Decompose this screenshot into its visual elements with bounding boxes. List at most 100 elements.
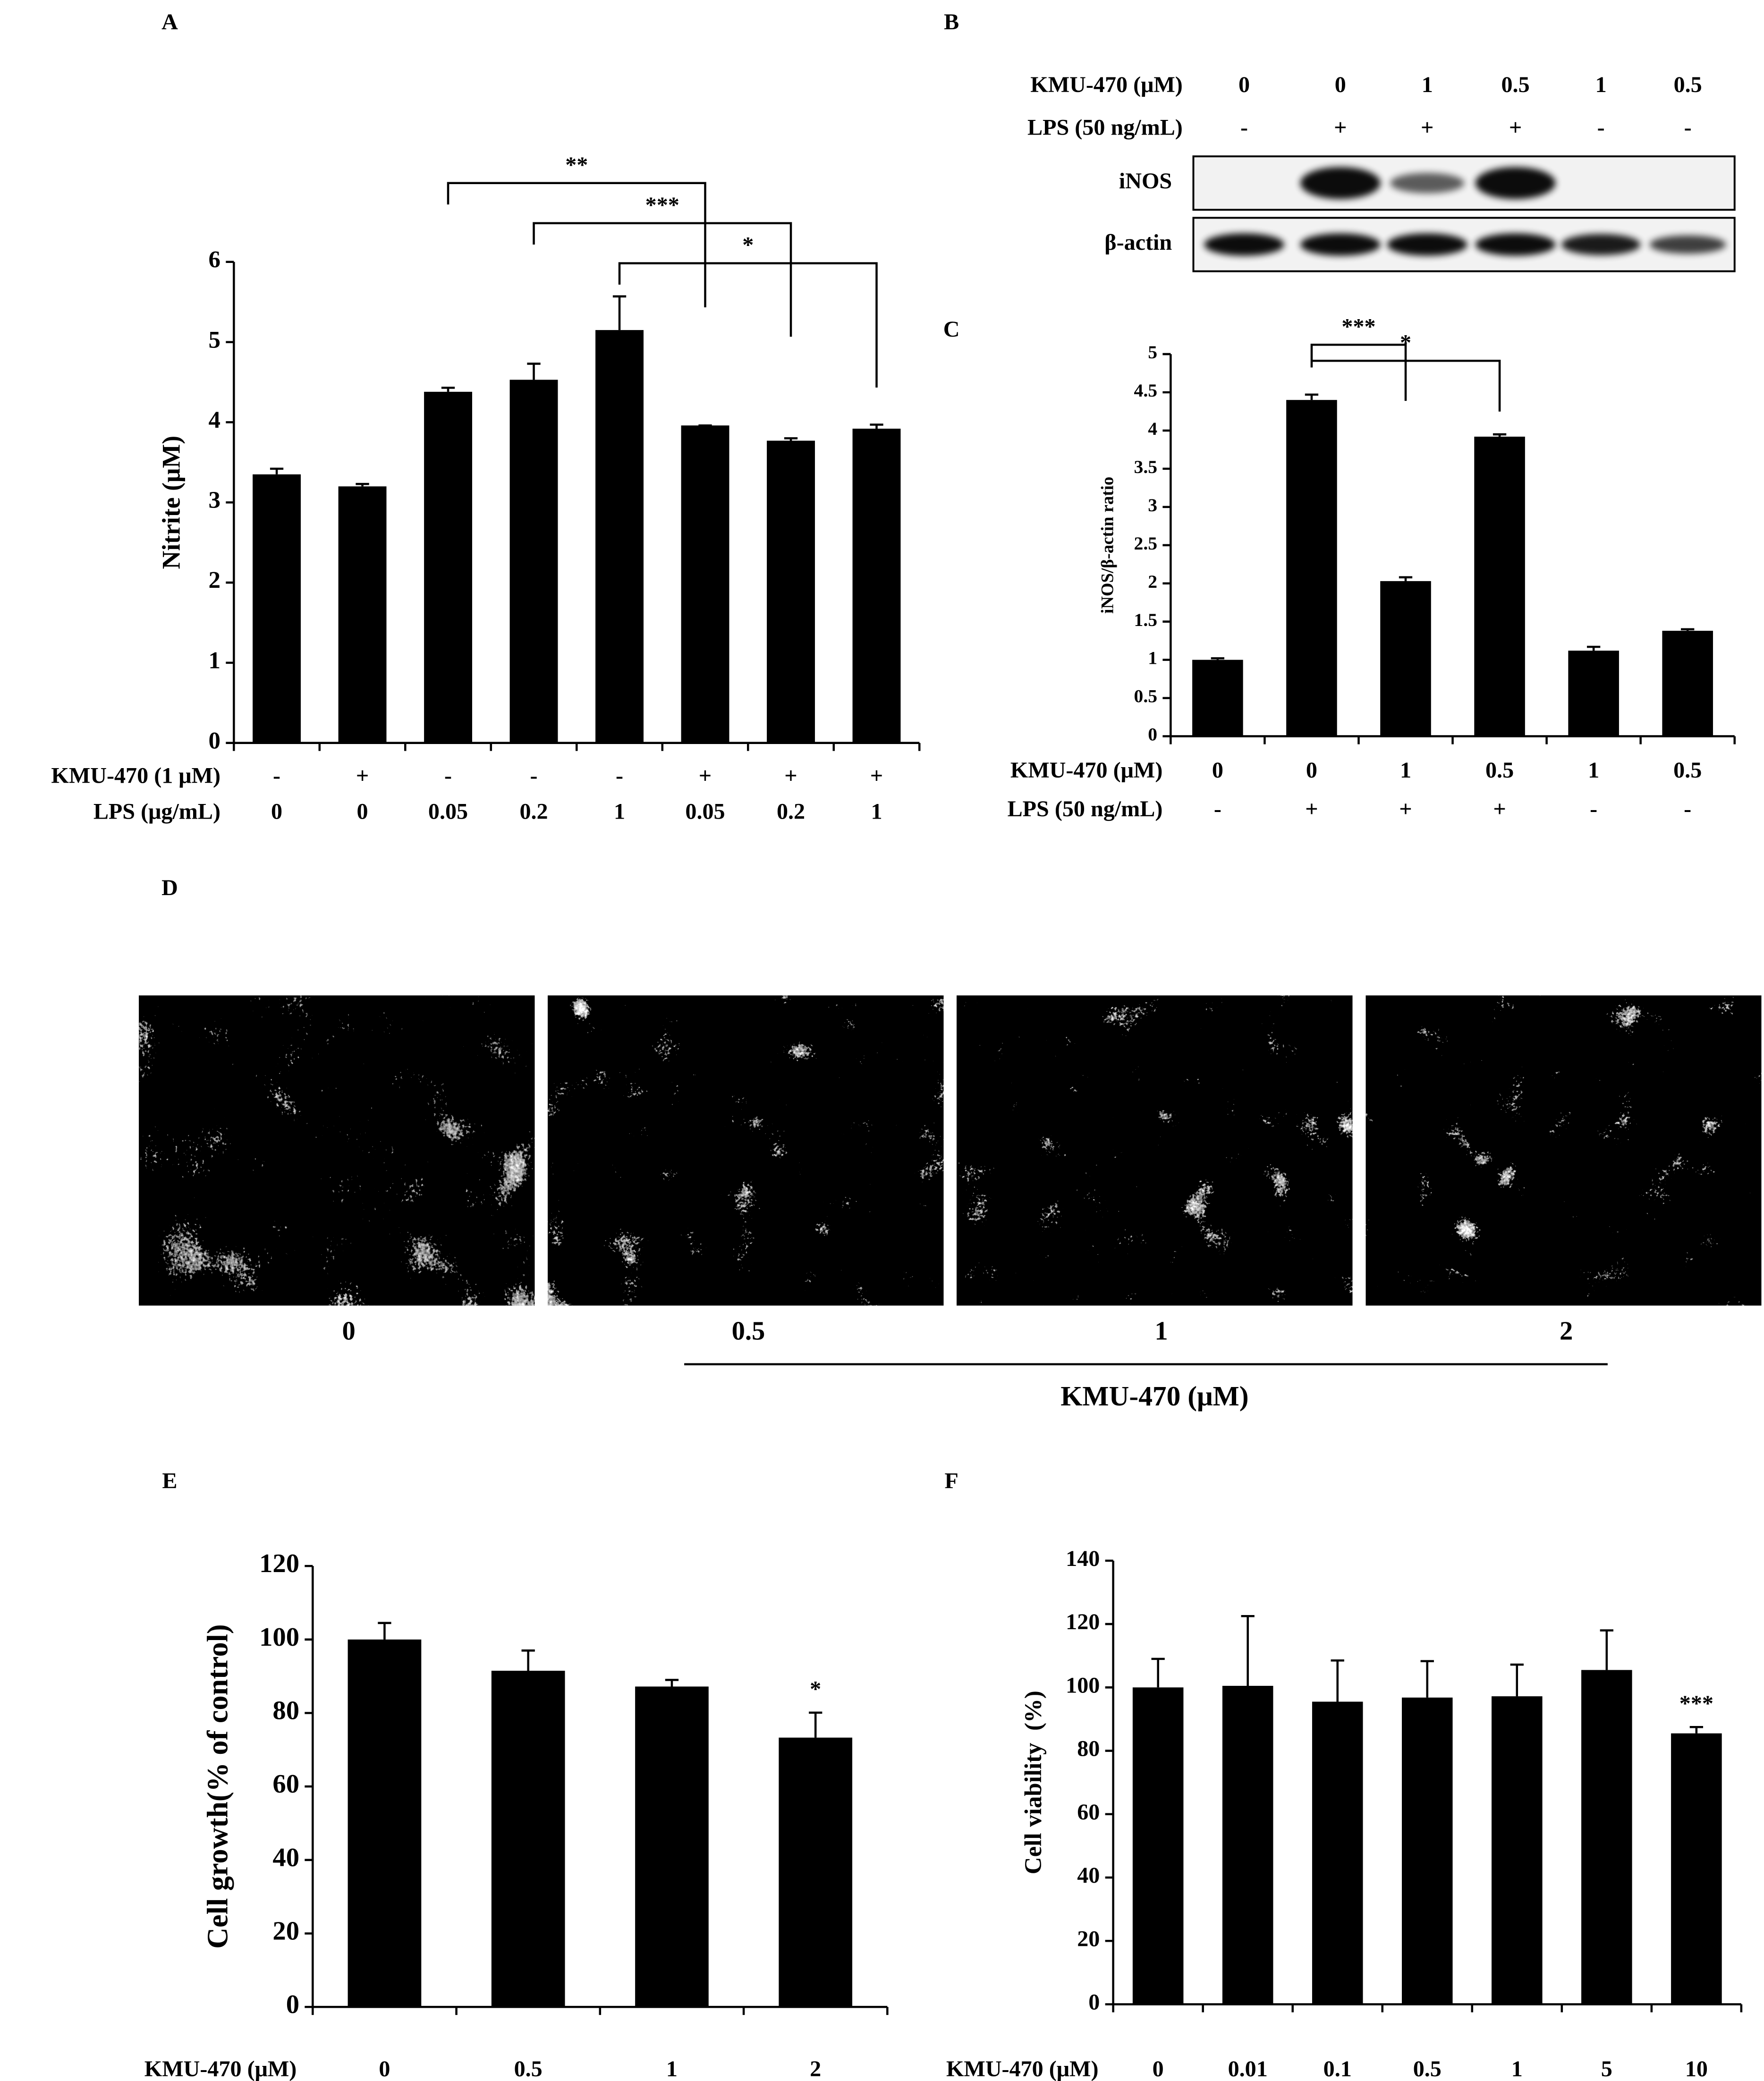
row-label: KMU-470 (μM) [1030,72,1183,97]
image-label: 1 [1154,1317,1168,1346]
row-value: 0 [1335,72,1346,97]
row-value: - [1240,115,1248,140]
bar [681,425,729,743]
row-value: + [1509,115,1522,140]
x-axis-label: KMU-470 (μM) [946,2056,1099,2081]
significance-bracket [1311,359,1501,412]
y-tick-label: 4 [1148,418,1157,439]
row-value: 0 [271,799,282,824]
significance-label: *** [1341,314,1375,339]
x-tick-label: 0 [1153,2056,1164,2081]
y-tick-label: 4 [209,407,220,433]
error-bar [1151,1658,1165,1688]
error-bar [1689,1726,1704,1734]
bar [779,1737,853,2007]
row-label: LPS (50 ng/mL) [1027,115,1183,140]
row-value: 0.5 [1501,72,1529,97]
error-bar [527,363,541,380]
row-value: - [1684,115,1692,140]
y-tick-label: 60 [1077,1800,1100,1825]
row-value: - [1590,796,1597,821]
y-tick-label: 1 [1148,648,1157,668]
y-tick-label: 4.5 [1134,380,1158,401]
y-tick-label: 60 [272,1769,299,1799]
row-value: 0 [357,799,368,824]
error-bar [1305,393,1319,400]
row-value: 1 [614,799,625,824]
error-bar [1586,645,1601,651]
y-tick-label: 3.5 [1134,457,1158,477]
bar [1312,1701,1363,2005]
row-label: KMU-470 (1 μM) [51,763,220,788]
row-value: + [1399,796,1412,821]
y-tick-label: 120 [1066,1609,1100,1634]
x-tick-label: 0 [379,2056,390,2081]
y-tick-label: 3 [1148,495,1157,516]
bar [1222,1685,1273,2005]
bar [595,330,644,743]
micrograph [957,995,1353,1306]
error-bar [1510,1663,1524,1697]
bar [1492,1696,1543,2005]
row-value: + [1334,115,1347,140]
bar [1132,1687,1184,2005]
blot-band [1387,233,1467,256]
row-value: - [616,763,623,788]
significance-bracket [533,222,792,337]
y-tick-label: 2 [1148,571,1157,592]
row-value: 0.2 [519,799,548,824]
row-value: 0 [1212,758,1223,783]
row-value: - [444,763,452,788]
x-tick-label: 0.5 [1413,2056,1442,2081]
row-value: 1 [1595,72,1607,97]
significance-bracket [618,262,878,388]
y-tick-label: 5 [1148,342,1157,363]
x-tick-label: 5 [1601,2056,1612,2081]
x-axis-label: KMU-470 (μM) [1060,1380,1248,1412]
significance-label: *** [645,193,679,218]
row-value: - [1597,115,1605,140]
blot-band [1475,167,1556,199]
band-label: β-actin [1104,230,1172,255]
y-tick-label: 1.5 [1134,609,1158,630]
row-value: 0.05 [428,799,468,824]
bar [338,486,387,743]
error-bar [870,423,883,429]
row-value: + [1305,796,1318,821]
x-axis-label: KMU-470 (μM) [144,2056,297,2081]
bar [1380,581,1431,736]
row-value: 1 [1422,72,1433,97]
error-bar [441,387,455,392]
y-tick-label: 0 [286,1990,299,2019]
row-value: + [784,763,797,788]
panel-letter: A [161,9,178,34]
row-value: - [273,763,280,788]
error-bar [784,437,798,441]
row-value: 0 [1306,758,1317,783]
significance-bracket [447,182,706,308]
error-bar [1493,433,1507,437]
y-tick-label: 140 [1066,1546,1100,1571]
error-bar [665,1679,679,1687]
error-bar [612,295,627,330]
significance-label: ** [565,152,588,178]
y-tick-label: 80 [272,1696,299,1725]
image-label: 0.5 [732,1317,765,1346]
blot-band [1390,173,1465,194]
y-tick-label: 6 [209,246,220,273]
x-tick-label: 10 [1685,2056,1708,2081]
bar [491,1670,565,2007]
blot-band [1300,233,1381,256]
error-bar [1600,1629,1613,1670]
row-value: + [870,763,883,788]
blot-band [1649,235,1726,254]
bar [1286,400,1337,736]
row-value: + [356,763,369,788]
band-label: iNOS [1119,169,1172,194]
row-value: 0.2 [777,799,805,824]
y-tick-label: 0 [1088,1990,1100,2015]
row-value: 0.5 [1674,72,1702,97]
row-value: 1 [1400,758,1411,783]
y-tick-label: 2.5 [1134,533,1158,554]
